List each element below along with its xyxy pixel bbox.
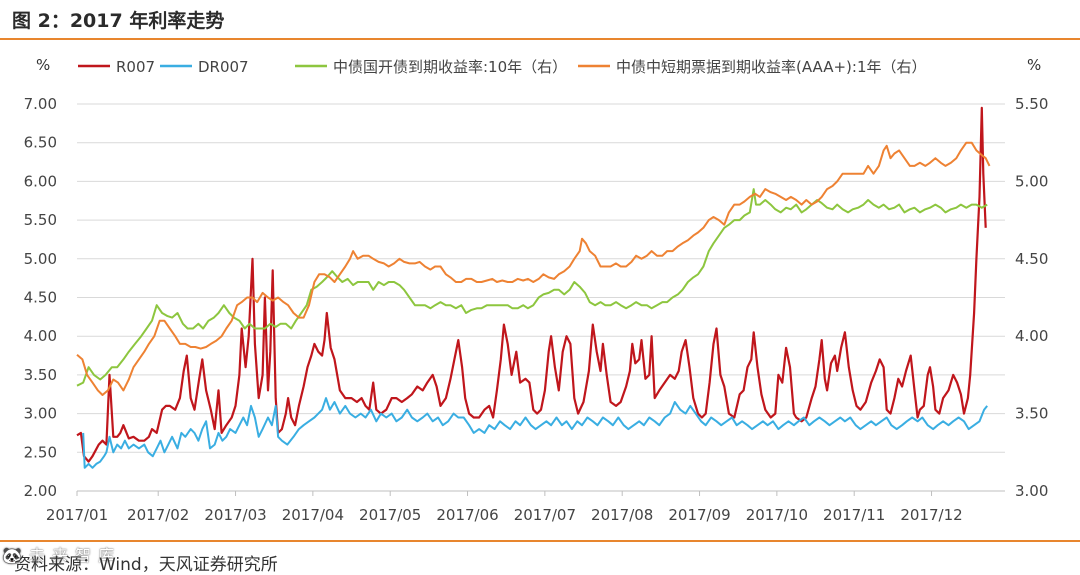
y-left-tick-label: 2.50 [24,443,57,461]
series-lines [76,106,991,469]
y-right-tick-label: 3.50 [1015,405,1048,423]
legend-label: 中债中短期票据到期收益率(AAA+):1年（右） [616,58,927,76]
title-divider [0,38,1080,40]
y-left-tick-label: 7.00 [24,95,57,113]
y-left-tick-label: 5.00 [24,250,57,268]
x-tick-label: 2017/06 [436,506,498,524]
x-tick-label: 2017/12 [900,506,962,524]
series-line-中债国开债到期收益率:10年（右） [76,188,988,387]
x-tick-label: 2017/01 [46,506,108,524]
source-divider [0,540,1080,542]
x-tick-label: 2017/02 [127,506,189,524]
y-left-tick-label: 3.50 [24,366,57,384]
y-left-tick-label: 6.00 [24,172,57,190]
x-tick-label: 2017/09 [668,506,730,524]
x-tick-label: 2017/10 [746,506,808,524]
legend-label: R007 [116,58,155,76]
x-tick-label: 2017/07 [514,506,576,524]
y-right-tick-label: 3.00 [1015,482,1048,500]
legend: R007 DR007 中债国开债到期收益率:10年（右） 中债中短期票据到期收益率(A… [78,58,927,76]
x-tick-label: 2017/04 [282,506,344,524]
y-right-tick-label: 5.50 [1015,95,1048,113]
x-tick-label: 2017/08 [591,506,653,524]
y-left-tick-label: 6.50 [24,134,57,152]
legend-label: 中债国开债到期收益率:10年（右） [333,58,567,76]
series-line-中债中短期票据到期收益率(AAA+):1年（右） [76,141,991,396]
x-tick-label: 2017/11 [823,506,885,524]
figure-title: 图 2：2017 年利率走势 [12,10,225,32]
y-left-tick-label: 5.50 [24,211,57,229]
gridlines [77,103,1005,453]
y-left-tick-label: 2.00 [24,482,57,500]
y-left-tick-label: 4.50 [24,289,57,307]
series-line-DR007 [82,397,988,469]
y-left-tick-label: 3.00 [24,405,57,423]
legend-label: DR007 [198,58,249,76]
y-right-tick-label: 5.00 [1015,172,1048,190]
axes: 2.00 2.50 3.00 3.50 4.00 4.50 5.00 5.50 6.00 6.50… [24,56,1049,524]
y-right-unit: % [1027,56,1041,74]
watermark-logo: 🐼 未 来 智 库 [2,546,116,565]
y-left-tick-label: 4.00 [24,327,57,345]
y-left-unit: % [36,56,50,74]
y-right-tick-label: 4.00 [1015,327,1048,345]
series-line-R007 [76,106,987,463]
x-tick-label: 2017/05 [359,506,421,524]
source-note: 资料来源：Wind，天风证券研究所 [14,555,278,575]
line-chart: 2.00 2.50 3.00 3.50 4.00 4.50 5.00 5.50 6.00 6.50… [24,56,1049,524]
x-tick-label: 2017/03 [204,506,266,524]
y-right-tick-label: 4.50 [1015,250,1048,268]
